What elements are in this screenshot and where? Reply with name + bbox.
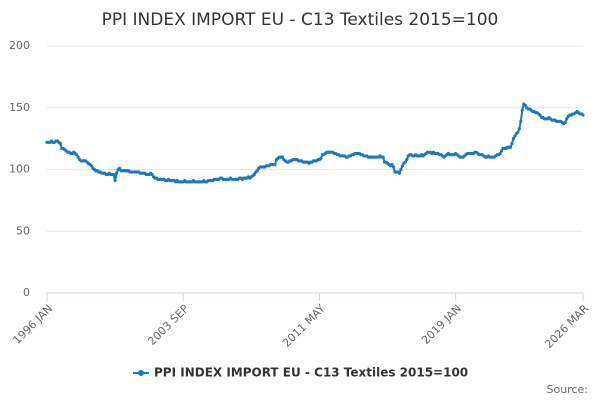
data-point — [114, 171, 119, 175]
data-point — [510, 141, 514, 146]
data-point — [58, 141, 62, 146]
data-point — [273, 162, 277, 167]
x-tick-label: 2026 MAR — [542, 302, 591, 351]
y-tick-label: 100 — [9, 163, 30, 176]
x-tick-label: 2003 SEP — [145, 302, 191, 348]
legend-marker — [138, 370, 144, 376]
data-point — [563, 120, 567, 125]
data-point — [319, 156, 323, 160]
data-point — [400, 164, 404, 168]
data-point — [391, 165, 396, 169]
data-point — [150, 172, 154, 177]
data-point — [581, 113, 585, 117]
data-point — [397, 171, 401, 175]
data-point — [513, 134, 517, 138]
chart-title: PPI INDEX IMPORT EU - C13 Textiles 2015=… — [102, 10, 499, 30]
data-point — [255, 169, 259, 173]
data-point — [89, 164, 94, 168]
data-point — [117, 166, 122, 170]
data-point — [405, 158, 409, 162]
legend-label: PPI INDEX IMPORT EU - C13 Textiles 2015=… — [154, 366, 468, 380]
data-point — [516, 130, 520, 135]
data-point — [75, 153, 79, 157]
data-point — [511, 137, 516, 141]
data-point — [399, 167, 403, 172]
y-tick-label: 0 — [23, 286, 30, 299]
x-tick-label: 2011 MAY — [280, 302, 328, 350]
data-point — [538, 113, 542, 117]
y-tick-label: 50 — [16, 224, 30, 237]
data-point — [280, 155, 285, 159]
data-point — [523, 103, 527, 107]
x-tick-label: 2019 JAN — [419, 302, 464, 347]
data-point — [390, 162, 394, 167]
data-point — [508, 145, 513, 149]
data-point — [520, 108, 524, 112]
data-point — [112, 172, 116, 177]
data-point — [565, 117, 569, 121]
data-point — [499, 149, 504, 153]
y-tick-label: 200 — [9, 39, 30, 52]
data-point — [517, 127, 521, 131]
data-point — [381, 155, 385, 159]
data-point — [498, 151, 502, 156]
data-point — [252, 172, 256, 177]
data-point — [519, 119, 523, 123]
y-tick-label: 150 — [9, 101, 30, 114]
data-point — [403, 160, 407, 164]
data-point — [76, 155, 80, 159]
data-point — [113, 179, 117, 183]
x-tick-label: 1996 JAN — [10, 302, 55, 347]
source-label: Source: — [547, 383, 589, 396]
